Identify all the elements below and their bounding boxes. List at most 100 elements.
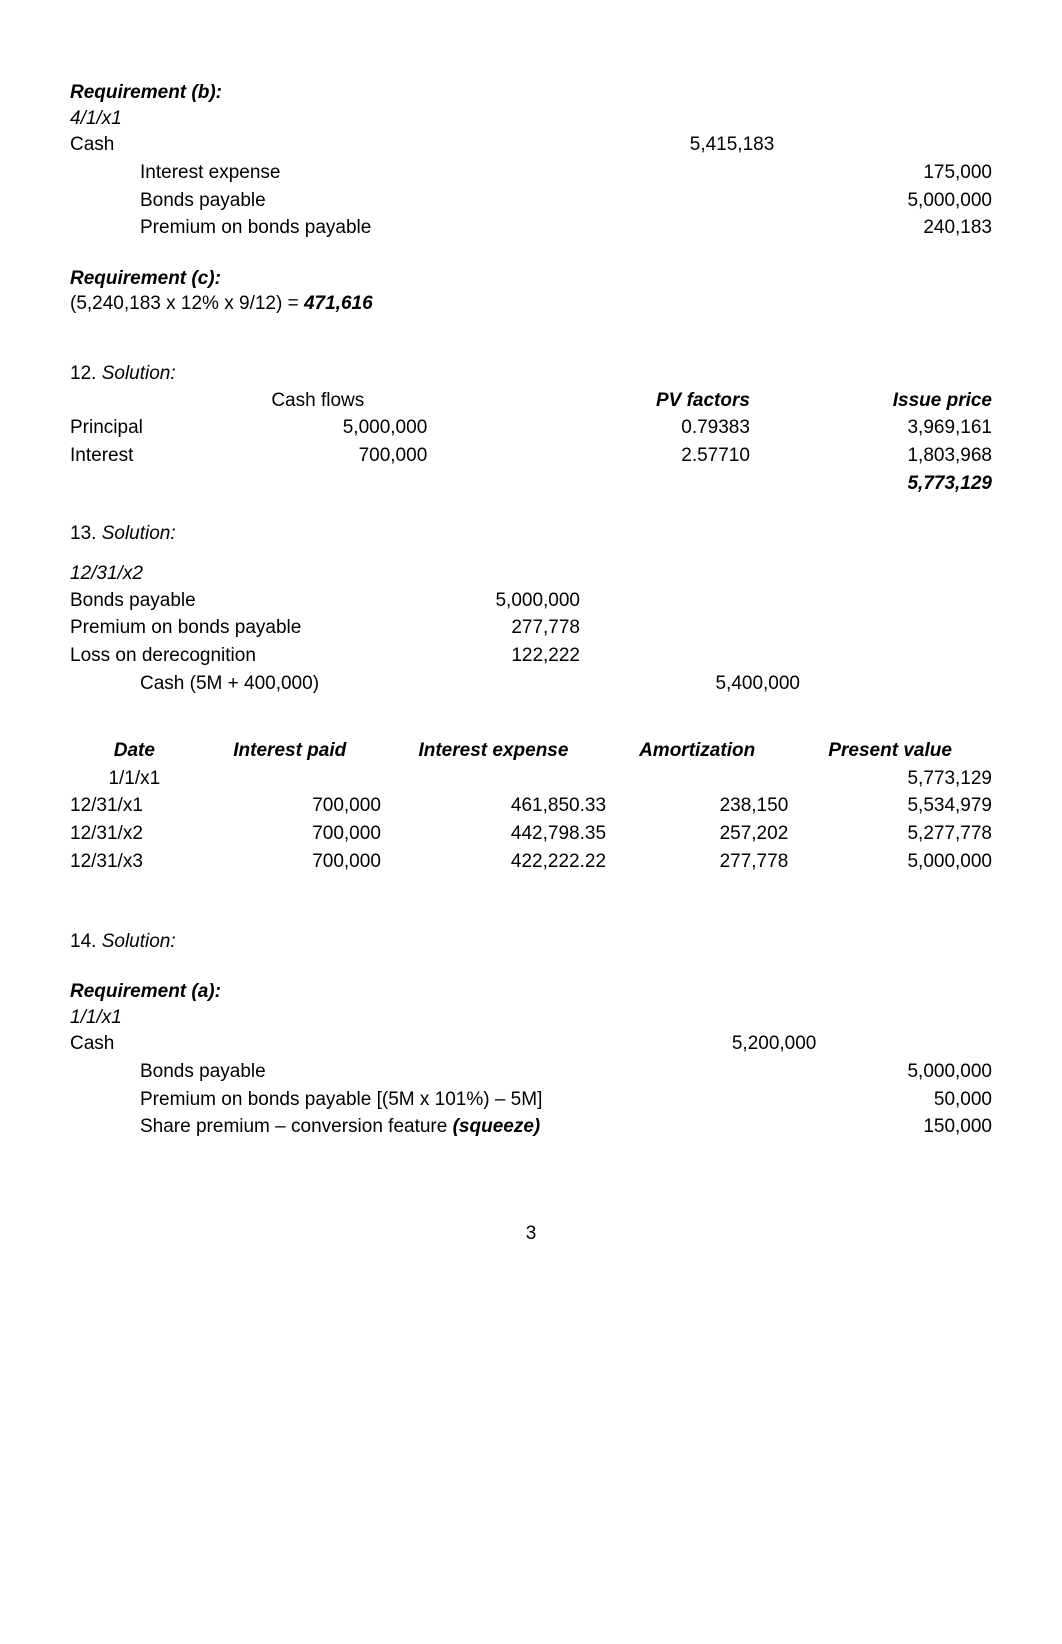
req-a-line: Share premium – conversion feature (sque…	[70, 1113, 992, 1141]
sol14-title: 14. Solution:	[70, 929, 992, 955]
line-value: 150,000	[923, 1116, 992, 1137]
row-pv: 2.57710	[681, 445, 750, 466]
req-b-line: Interest expense 175,000	[70, 159, 992, 187]
cash-value: 5,400,000	[715, 673, 800, 694]
cell-am: 257,202	[720, 823, 789, 844]
formula-result: 471,616	[304, 293, 373, 314]
line-label: Bonds payable	[140, 1061, 266, 1082]
row-label: Principal	[70, 417, 143, 438]
cell-am: 277,778	[720, 851, 789, 872]
amort-row: 12/31/x3 700,000 422,222.22 277,778 5,00…	[70, 848, 992, 876]
header-cf: Cash flows	[271, 390, 364, 411]
cell-pv: 5,773,129	[907, 768, 992, 789]
req-b-line: Premium on bonds payable 240,183	[70, 214, 992, 242]
row-ip: 1,803,968	[907, 445, 992, 466]
cell-ie: 442,798.35	[511, 823, 606, 844]
cell-pv: 5,000,000	[907, 851, 992, 872]
sol13-date: 12/31/x2	[70, 561, 992, 587]
cell-ie: 422,222.22	[511, 851, 606, 872]
amortization-table: Date Interest paid Interest expense Amor…	[70, 737, 992, 875]
req-a-title: Requirement (a):	[70, 979, 992, 1005]
line-label: Loss on derecognition	[70, 645, 256, 666]
hdr-date: Date	[114, 740, 155, 761]
sol12-header-row: Cash flows PV factors Issue price	[70, 387, 992, 415]
req-a-date: 1/1/x1	[70, 1005, 992, 1031]
amort-row: 12/31/x1 700,000 461,850.33 238,150 5,53…	[70, 792, 992, 820]
cash-label: Cash (5M + 400,000)	[140, 673, 319, 694]
req-a-line: Bonds payable 5,000,000	[70, 1058, 992, 1086]
cell-pv: 5,534,979	[907, 795, 992, 816]
req-a-cash-row: Cash 5,200,000	[70, 1030, 992, 1058]
row-cf: 5,000,000	[343, 417, 428, 438]
sol12-row: Interest 700,000 2.57710 1,803,968	[70, 442, 992, 470]
header-pv: PV factors	[656, 390, 750, 411]
requirement-c: Requirement (c): (5,240,183 x 12% x 9/12…	[70, 266, 992, 317]
hdr-ie: Interest expense	[418, 740, 568, 761]
cash-value: 5,415,183	[690, 134, 775, 155]
cell-ip: 700,000	[312, 823, 381, 844]
req-a-line: Premium on bonds payable [(5M x 101%) – …	[70, 1086, 992, 1114]
req-b-line: Bonds payable 5,000,000	[70, 187, 992, 215]
line-value: 5,000,000	[907, 190, 992, 211]
cash-label: Cash	[70, 134, 114, 155]
line-value: 240,183	[923, 217, 992, 238]
line-value: 122,222	[511, 645, 580, 666]
req-b-date: 4/1/x1	[70, 106, 992, 132]
line-value: 175,000	[923, 162, 992, 183]
line-value: 5,000,000	[495, 590, 580, 611]
cell-ip: 700,000	[312, 795, 381, 816]
cell-am: 238,150	[720, 795, 789, 816]
page-number: 3	[70, 1221, 992, 1247]
line-label-em: (squeeze)	[453, 1116, 541, 1137]
cash-value: 5,200,000	[732, 1033, 817, 1054]
solution-12: 12. Solution: Cash flows PV factors Issu…	[70, 361, 992, 497]
hdr-pv: Present value	[828, 740, 952, 761]
req-c-title: Requirement (c):	[70, 266, 992, 292]
row-cf: 700,000	[359, 445, 428, 466]
line-label-pre: Share premium – conversion feature	[140, 1116, 453, 1137]
row-label: Interest	[70, 445, 133, 466]
sol13-line: Loss on derecognition 122,222	[70, 642, 800, 670]
requirement-a: Requirement (a): 1/1/x1 Cash 5,200,000 B…	[70, 979, 992, 1141]
cell-date: 12/31/x1	[70, 795, 143, 816]
sol12-row: Principal 5,000,000 0.79383 3,969,161	[70, 414, 992, 442]
cell-ip: 700,000	[312, 851, 381, 872]
cash-label: Cash	[70, 1033, 114, 1054]
formula-left: (5,240,183 x 12% x 9/12) =	[70, 293, 304, 314]
cell-date: 12/31/x3	[70, 851, 143, 872]
sol12-total-row: 5,773,129	[70, 470, 992, 498]
req-b-cash-row: Cash 5,415,183	[70, 131, 992, 159]
req-c-formula: (5,240,183 x 12% x 9/12) = 471,616	[70, 291, 992, 317]
requirement-b: Requirement (b): 4/1/x1 Cash 5,415,183 I…	[70, 80, 992, 242]
sol13-line: Bonds payable 5,000,000	[70, 587, 800, 615]
line-label: Premium on bonds payable [(5M x 101%) – …	[140, 1089, 542, 1110]
line-label: Bonds payable	[140, 190, 266, 211]
sol13-line: Premium on bonds payable 277,778	[70, 614, 800, 642]
solution-13: 13. Solution: 12/31/x2 Bonds payable 5,0…	[70, 521, 992, 697]
line-value: 50,000	[934, 1089, 992, 1110]
line-label: Premium on bonds payable	[70, 617, 301, 638]
amort-row: 1/1/x1 5,773,129	[70, 765, 992, 793]
sol12-title: 12. Solution:	[70, 361, 992, 387]
cell-ie: 461,850.33	[511, 795, 606, 816]
row-pv: 0.79383	[681, 417, 750, 438]
sol13-title: 13. Solution:	[70, 521, 992, 547]
hdr-ip: Interest paid	[233, 740, 346, 761]
sol12-total: 5,773,129	[907, 473, 992, 494]
line-label: Bonds payable	[70, 590, 196, 611]
req-b-title: Requirement (b):	[70, 80, 992, 106]
line-value: 277,778	[511, 617, 580, 638]
line-label: Premium on bonds payable	[140, 217, 371, 238]
line-value: 5,000,000	[907, 1061, 992, 1082]
hdr-am: Amortization	[639, 740, 755, 761]
cell-date: 1/1/x1	[108, 768, 160, 789]
amort-row: 12/31/x2 700,000 442,798.35 257,202 5,27…	[70, 820, 992, 848]
sol13-cash-row: Cash (5M + 400,000) 5,400,000	[70, 670, 800, 698]
solution-14: 14. Solution:	[70, 929, 992, 955]
amort-header-row: Date Interest paid Interest expense Amor…	[70, 737, 992, 765]
line-label: Interest expense	[140, 162, 280, 183]
row-ip: 3,969,161	[907, 417, 992, 438]
cell-pv: 5,277,778	[907, 823, 992, 844]
header-ip: Issue price	[893, 390, 992, 411]
cell-date: 12/31/x2	[70, 823, 143, 844]
